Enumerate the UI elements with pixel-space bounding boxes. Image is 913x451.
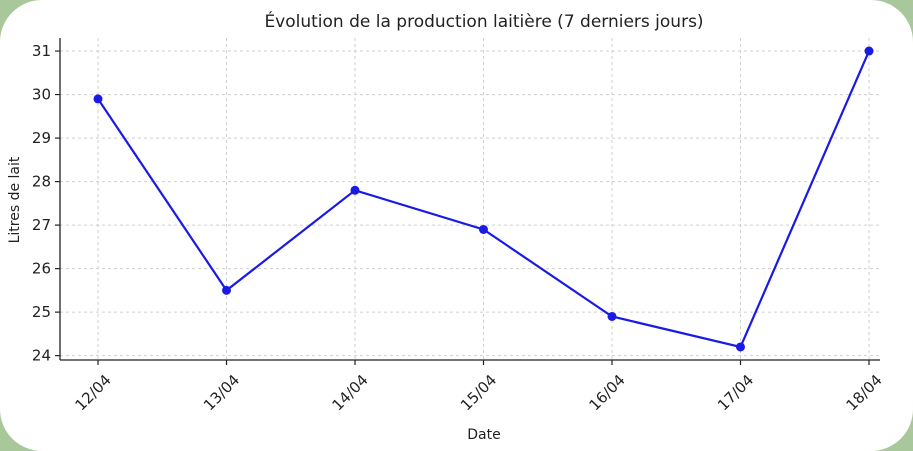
- x-tick-label: 15/04: [457, 371, 500, 414]
- data-point: [479, 224, 488, 234]
- x-tick-label: 16/04: [585, 371, 628, 414]
- y-tick-label: 27: [32, 216, 51, 234]
- data-point: [93, 94, 103, 104]
- x-tick-label: 12/04: [71, 371, 114, 414]
- data-point: [607, 311, 617, 321]
- chart-title: Évolution de la production laitière (7 d…: [264, 10, 703, 32]
- x-axis-ticks: 12/04 13/04 14/04 15/04 16/04 17/04 18/04: [71, 360, 886, 414]
- y-tick-label: 26: [32, 260, 51, 278]
- y-tick-label: 31: [32, 42, 51, 60]
- x-axis-label: Date: [467, 427, 500, 443]
- axes: [59, 38, 880, 361]
- x-tick-label: 13/04: [200, 371, 243, 414]
- x-tick-label: 14/04: [328, 371, 371, 414]
- x-tick-label: 17/04: [714, 371, 757, 414]
- series-layer: [93, 46, 874, 352]
- data-point: [864, 46, 874, 56]
- data-point: [736, 342, 745, 352]
- data-point: [222, 285, 231, 295]
- y-axis-label: Litres de lait: [7, 156, 23, 243]
- y-tick-label: 28: [32, 173, 51, 191]
- y-tick-label: 30: [32, 86, 51, 104]
- y-axis-ticks: 24 25 26 27 28 29 30 31: [32, 42, 60, 365]
- y-tick-label: 25: [32, 303, 51, 321]
- y-tick-label: 29: [32, 129, 51, 147]
- x-tick-label: 18/04: [842, 371, 885, 414]
- y-tick-label: 24: [32, 347, 51, 365]
- data-point: [350, 185, 360, 195]
